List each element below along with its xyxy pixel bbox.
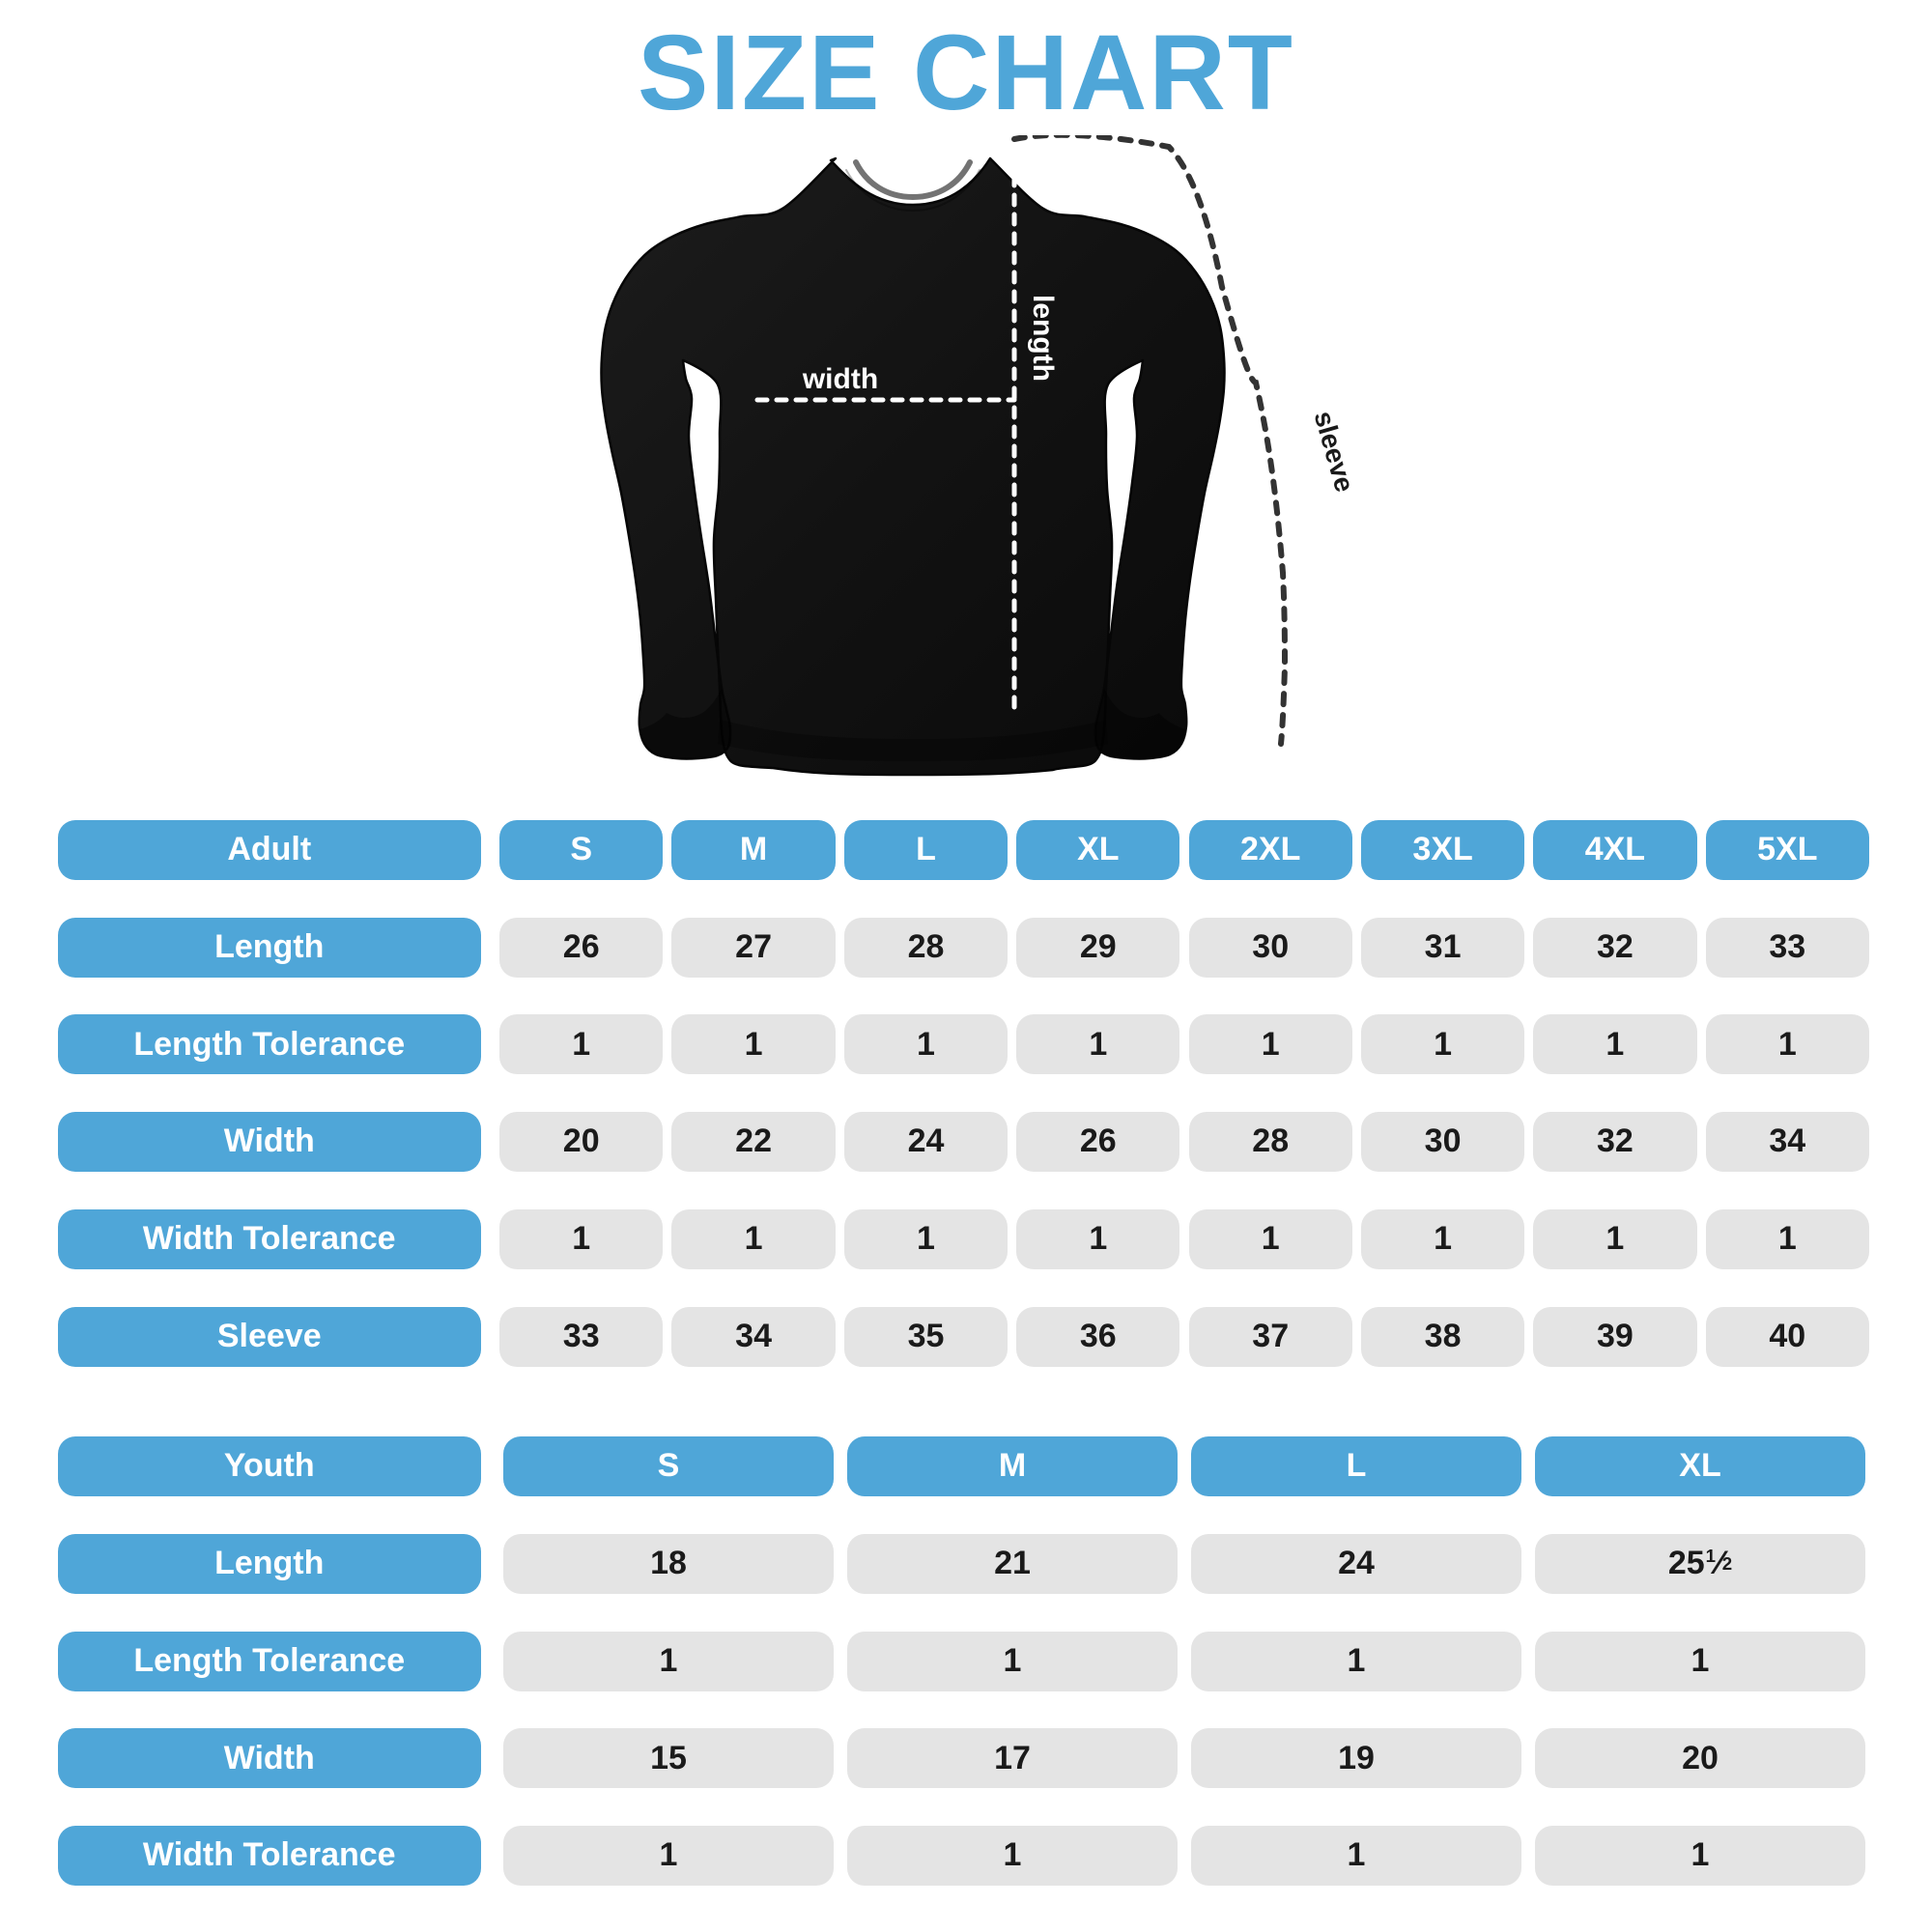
svg-text:width: width: [802, 363, 878, 395]
svg-text:sleeve: sleeve: [1308, 408, 1359, 496]
svg-text:length: length: [1027, 295, 1059, 382]
